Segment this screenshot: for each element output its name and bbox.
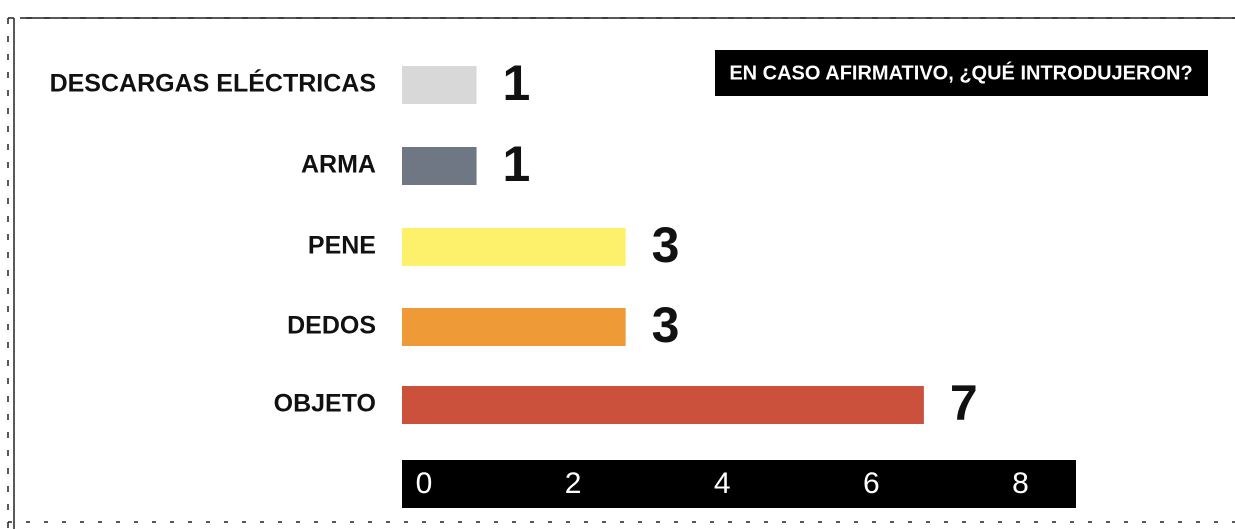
y-tick-label: PENE xyxy=(308,232,376,260)
chart-title: EN CASO AFIRMATIVO, ¿QUÉ INTRODUJERON? xyxy=(729,61,1192,84)
y-tick-label: OBJETO xyxy=(274,390,376,418)
value-label: 3 xyxy=(652,297,680,353)
bar xyxy=(402,147,477,185)
x-axis-band xyxy=(402,460,1076,508)
value-label: 1 xyxy=(503,136,531,192)
x-tick-label: 0 xyxy=(416,467,433,500)
x-tick-label: 6 xyxy=(863,467,880,500)
bar xyxy=(402,308,626,346)
y-tick-label: DEDOS xyxy=(287,312,376,340)
x-tick-label: 8 xyxy=(1012,467,1029,500)
x-tick-label: 2 xyxy=(565,467,582,500)
bar xyxy=(402,228,626,266)
bar xyxy=(402,386,924,424)
frame xyxy=(7,17,1235,529)
value-label: 7 xyxy=(950,375,978,431)
value-label: 3 xyxy=(652,217,680,273)
bar xyxy=(402,66,477,104)
x-tick-label: 4 xyxy=(714,467,731,500)
title-box xyxy=(715,50,1208,96)
y-tick-label: DESCARGAS ELÉCTRICAS xyxy=(50,69,376,98)
y-tick-label: ARMA xyxy=(301,151,376,179)
value-label: 1 xyxy=(503,55,531,111)
